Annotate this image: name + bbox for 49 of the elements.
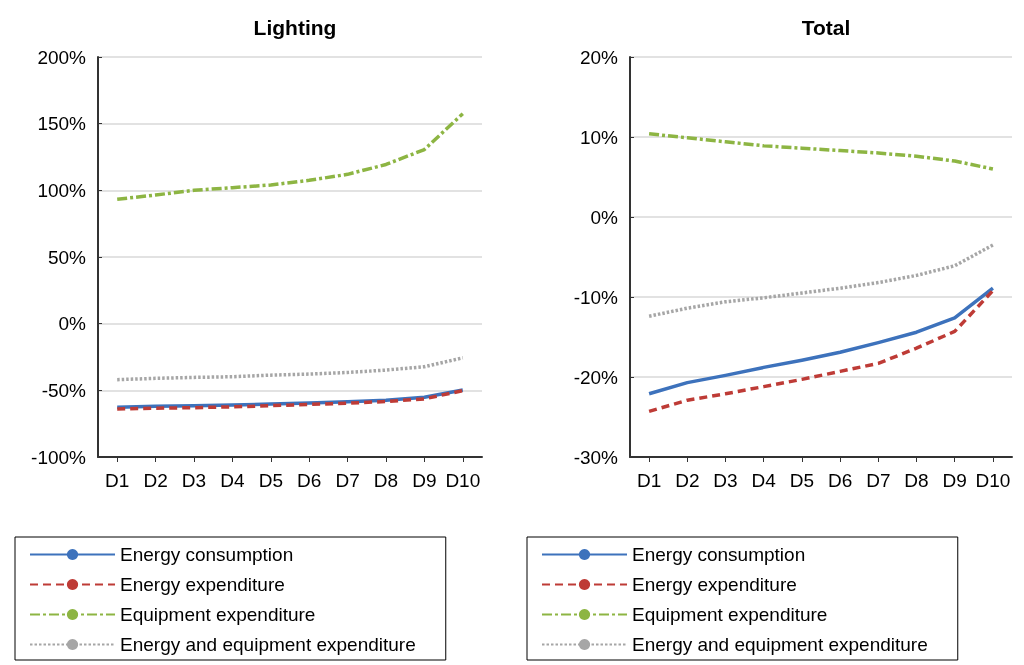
y-tick-label: 20% [579, 46, 619, 68]
line-series [647, 288, 995, 414]
line-series [647, 286, 995, 396]
y-tick-label: -30% [573, 446, 619, 468]
line-series [115, 356, 465, 382]
y-tick-label: -50% [41, 379, 87, 401]
x-tick-label: D6 [827, 470, 853, 491]
x-tick-label: D2 [143, 470, 168, 491]
line-series [647, 132, 995, 171]
x-tick-label: D5 [258, 470, 283, 491]
y-tick-label: 100% [37, 179, 87, 201]
x-tick-label: D8 [904, 470, 929, 491]
x-tick-label: D2 [675, 470, 700, 491]
y-tick-label: -10% [573, 286, 619, 308]
x-tick-label: D3 [181, 470, 207, 491]
line-series [647, 243, 995, 318]
y-tick-label: 0% [58, 313, 87, 335]
legend-label: Energy consumption [632, 544, 806, 565]
legend-label: Equipment expenditure [120, 604, 316, 625]
x-tick-label: D3 [713, 470, 738, 491]
x-tick-label: D8 [373, 470, 399, 491]
y-tick-label: 200% [37, 46, 87, 68]
x-tick-label: D4 [751, 470, 777, 491]
x-tick-label: D9 [942, 470, 967, 491]
x-tick-label: D10 [975, 470, 1011, 491]
y-tick-label: -20% [573, 366, 619, 388]
x-tick-label: D10 [445, 470, 481, 491]
y-tick-label: 150% [37, 113, 87, 135]
x-tick-label: D7 [335, 470, 360, 491]
x-tick-label: D1 [105, 470, 130, 491]
y-tick-label: -100% [31, 446, 87, 468]
chart-title: Lighting [253, 16, 337, 39]
line-series [115, 111, 465, 202]
y-tick-label: 50% [47, 246, 87, 268]
legend-label: Energy expenditure [120, 574, 285, 595]
x-tick-label: D7 [866, 470, 891, 491]
x-tick-label: D1 [636, 470, 662, 491]
x-tick-label: D6 [297, 470, 322, 491]
legend-label: Energy and equipment expenditure [120, 634, 416, 655]
x-tick-label: D5 [789, 470, 815, 491]
legend-label: Energy consumption [120, 544, 294, 565]
legend-label: Energy and equipment expenditure [632, 634, 928, 655]
legend-label: Energy expenditure [632, 574, 797, 595]
x-tick-label: D9 [412, 470, 437, 491]
y-tick-label: 10% [579, 126, 619, 148]
y-tick-label: 0% [590, 206, 619, 228]
chart-title: Total [801, 16, 851, 39]
legend-label: Equipment expenditure [632, 604, 828, 625]
x-tick-label: D4 [220, 470, 245, 491]
